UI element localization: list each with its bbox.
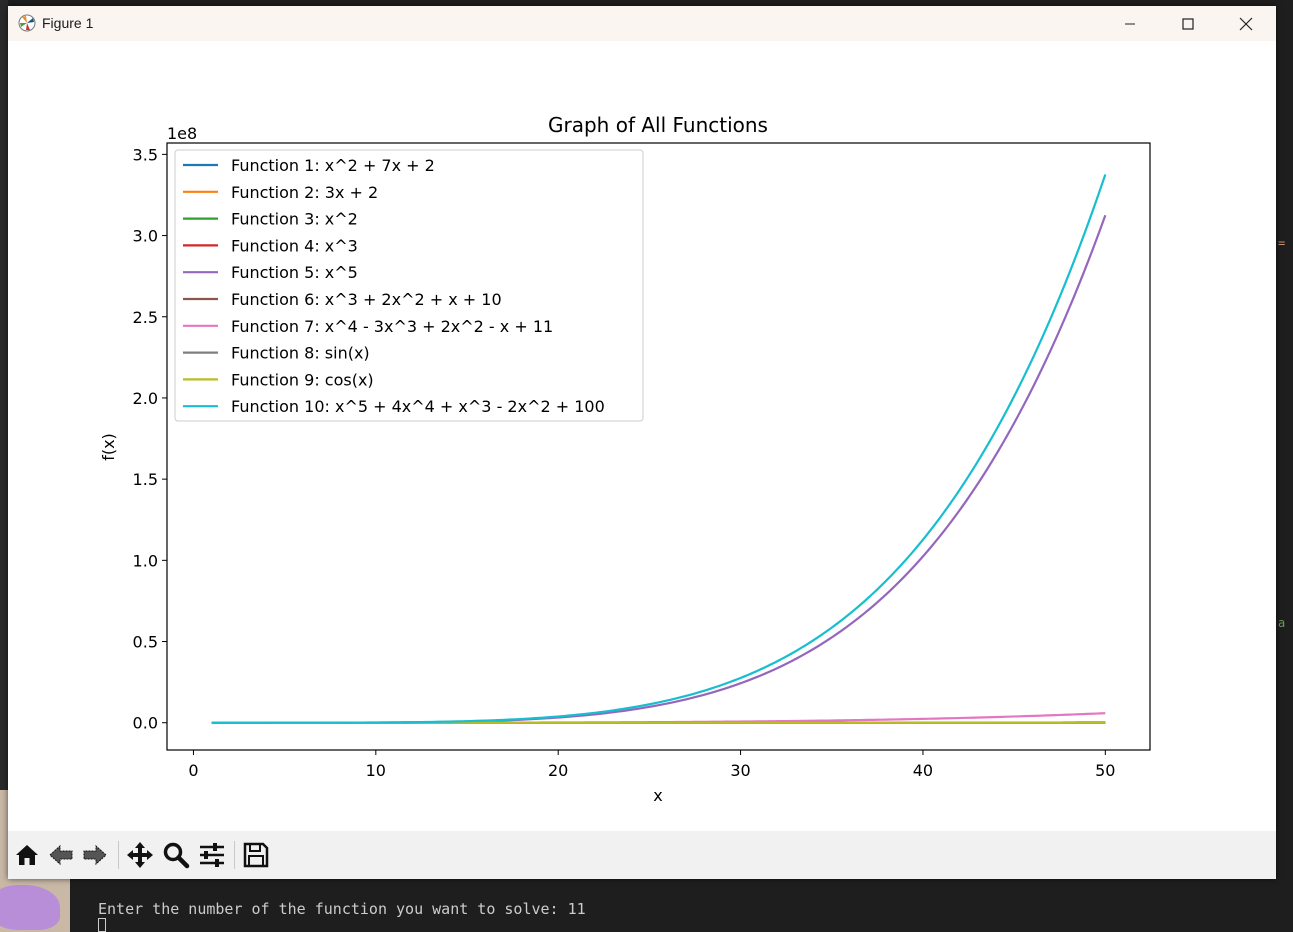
terminal-output-line: Enter the number of the function you wan… [98, 900, 586, 918]
legend-label: Function 3: x^2 [231, 210, 358, 229]
toolbar-separator [234, 841, 235, 869]
save-button[interactable] [242, 841, 270, 869]
legend-box [174, 149, 644, 422]
y-tick-label: 1.0 [133, 551, 158, 570]
forward-icon [83, 844, 107, 866]
legend-label: Function 2: 3x + 2 [231, 183, 378, 202]
background-editor-mark: a [1278, 616, 1286, 630]
minimize-icon [1125, 23, 1135, 24]
home-button[interactable] [13, 841, 41, 869]
x-axis-label: x [653, 786, 662, 805]
legend-label: Function 10: x^5 + 4x^4 + x^3 - 2x^2 + 1… [231, 397, 605, 416]
figure-window: Figure 1 Graph of All Functions 1e8 0 10 2… [8, 6, 1276, 879]
y-tick-label: 0.5 [133, 633, 158, 652]
forward-button[interactable] [81, 841, 109, 869]
series-line-7 [211, 712, 1106, 724]
window-title: Figure 1 [42, 15, 94, 31]
pan-button[interactable] [126, 841, 154, 869]
matplotlib-app-icon [18, 14, 36, 32]
zoom-button[interactable] [162, 841, 190, 869]
y-axis-ticks: 0.0 0.5 1.0 1.5 2.0 2.5 3.0 3.5 [133, 145, 167, 733]
close-button[interactable] [1217, 6, 1275, 41]
legend-label: Function 7: x^4 - 3x^3 + 2x^2 - x + 11 [231, 317, 553, 336]
legend-label: Function 6: x^3 + 2x^2 + x + 10 [231, 290, 502, 309]
figure-canvas[interactable]: Graph of All Functions 1e8 0 10 20 30 40 50 0… [8, 41, 1276, 831]
maximize-icon [1182, 17, 1194, 30]
save-icon [243, 842, 269, 868]
series-layer [211, 174, 1107, 724]
toolbar-separator [118, 841, 119, 869]
legend-label: Function 4: x^3 [231, 236, 358, 255]
x-tick-label: 30 [730, 761, 750, 780]
maximize-button[interactable] [1159, 6, 1217, 41]
minimize-button[interactable] [1101, 6, 1159, 41]
title-bar[interactable]: Figure 1 [8, 6, 1276, 41]
terminal-cursor [98, 918, 106, 932]
background-editor-mark: = [1278, 236, 1286, 250]
x-axis-ticks: 0 10 20 30 40 50 [188, 750, 1115, 780]
back-button[interactable] [47, 841, 75, 869]
series-line-10 [211, 174, 1107, 724]
home-icon [16, 845, 38, 865]
configure-subplots-icon [200, 843, 224, 867]
legend-label: Function 1: x^2 + 7x + 2 [231, 156, 435, 175]
legend-label: Function 8: sin(x) [231, 344, 370, 363]
back-icon [49, 844, 73, 866]
x-tick-label: 10 [366, 761, 386, 780]
x-tick-label: 20 [548, 761, 568, 780]
navigation-toolbar [8, 831, 1276, 879]
y-tick-label: 0.0 [133, 714, 158, 733]
y-axis-label: f(x) [99, 433, 118, 461]
background-left-strip [0, 0, 8, 932]
pan-icon [127, 842, 153, 868]
configure-subplots-button[interactable] [198, 841, 226, 869]
line-chart[interactable]: Graph of All Functions 1e8 0 10 20 30 40 50 0… [8, 41, 1276, 831]
x-tick-label: 0 [188, 761, 198, 780]
y-axis-offset-label: 1e8 [167, 124, 197, 143]
legend: Function 1: x^2 + 7x + 2 Function 2: 3x +… [174, 149, 644, 422]
close-icon [1239, 17, 1253, 30]
x-tick-label: 40 [913, 761, 933, 780]
y-tick-label: 2.5 [133, 308, 158, 327]
x-tick-label: 50 [1095, 761, 1115, 780]
legend-label: Function 5: x^5 [231, 263, 358, 282]
y-tick-label: 3.5 [133, 145, 158, 164]
y-tick-label: 3.0 [133, 227, 158, 246]
axes-frame [166, 142, 1151, 751]
y-tick-label: 1.5 [133, 470, 158, 489]
y-tick-label: 2.0 [133, 389, 158, 408]
zoom-icon [163, 842, 190, 869]
legend-label: Function 9: cos(x) [231, 370, 374, 389]
chart-title: Graph of All Functions [548, 113, 768, 137]
